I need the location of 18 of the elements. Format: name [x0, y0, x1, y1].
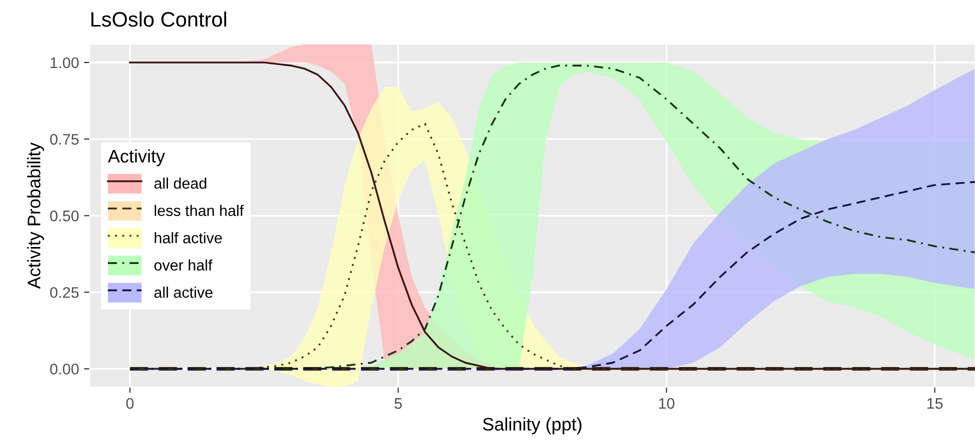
- y-tick-label: 0.25: [50, 287, 79, 298]
- y-tick-label: 0.00: [50, 364, 79, 375]
- y-tick-label: 0.50: [50, 210, 79, 222]
- legend-title: Activity: [108, 149, 166, 166]
- x-tick-label: 15: [927, 398, 943, 409]
- y-axis-title: Activity Probability: [27, 142, 44, 289]
- legend-label: less than half: [154, 204, 244, 216]
- x-tick-label: 10: [659, 398, 674, 409]
- legend-label: half active: [154, 232, 222, 244]
- legend-label: all dead: [154, 178, 206, 189]
- x-tick-label: 0: [126, 398, 134, 409]
- chart-title: LsOslo Control: [91, 11, 226, 27]
- y-tick-label: 0.75: [50, 134, 79, 145]
- legend-label: over half: [154, 259, 212, 271]
- y-tick-label: 1.00: [50, 57, 79, 68]
- x-axis-title: Salinity (ppt): [483, 417, 582, 434]
- legend-label: all active: [154, 286, 212, 298]
- x-tick-label: 5: [394, 398, 402, 409]
